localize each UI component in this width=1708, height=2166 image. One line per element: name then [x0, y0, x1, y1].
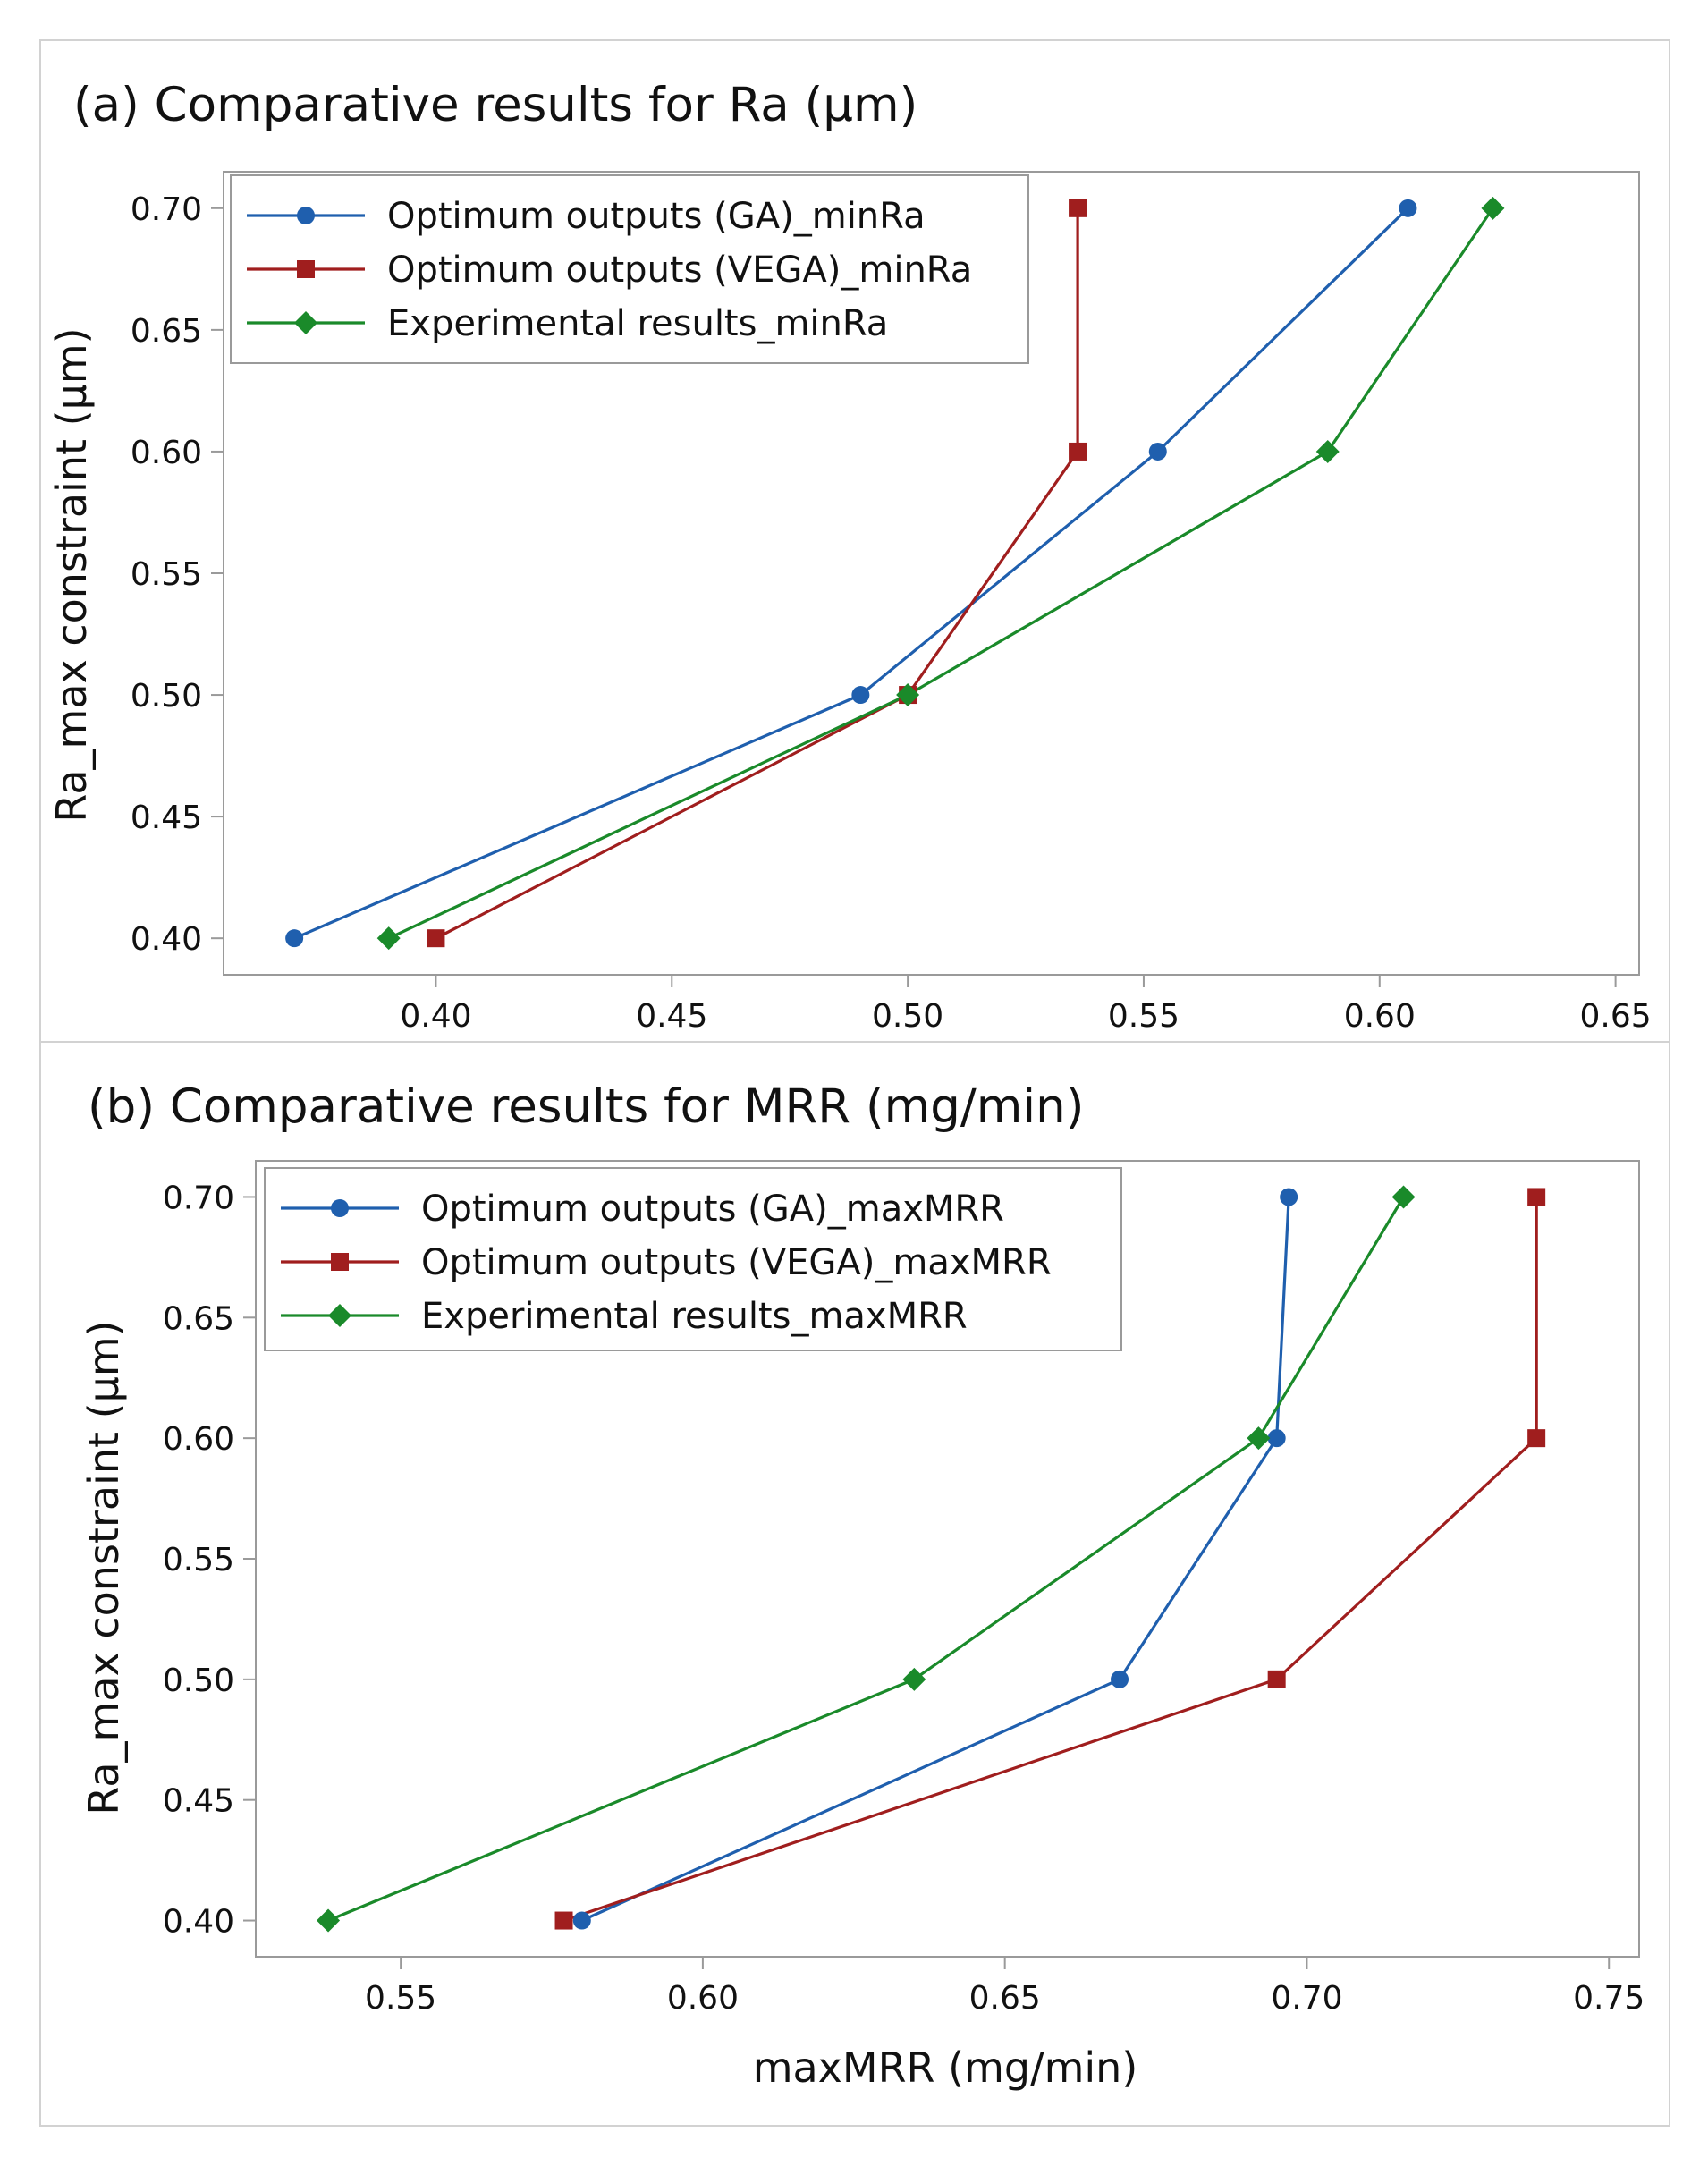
panel-b-title: (b) Comparative results for MRR (mg/min) — [88, 1079, 1084, 1134]
data-point-circle — [285, 929, 304, 948]
panel-b-x-axis-label: maxMRR (mg/min) — [753, 2043, 1138, 2092]
x-tick-label: 0.45 — [636, 998, 707, 1035]
y-tick-label: 0.45 — [131, 800, 202, 836]
y-tick-label: 0.60 — [131, 435, 202, 471]
y-tick-label: 0.50 — [131, 678, 202, 715]
data-point-circle — [1280, 1188, 1298, 1206]
series-line-square — [435, 207, 1079, 940]
legend-entry: Optimum outputs (GA)_maxMRR — [421, 1189, 1004, 1230]
data-point-square — [1267, 1670, 1286, 1688]
panel-a: (a) Comparative results for Ra (µm) Ra_m… — [47, 78, 1652, 1035]
legend-swatch-circle — [331, 1199, 349, 1217]
data-point-square — [1069, 442, 1087, 461]
y-tick-label: 0.60 — [163, 1421, 234, 1458]
data-point-diamond — [896, 683, 920, 707]
data-point-square — [1069, 199, 1087, 217]
legend-entry: Optimum outputs (VEGA)_maxMRR — [421, 1242, 1052, 1283]
x-tick-label: 0.40 — [400, 998, 471, 1035]
panel-a-title: (a) Comparative results for Ra (µm) — [73, 78, 917, 132]
x-tick-label: 0.70 — [1271, 1980, 1342, 2017]
data-point-circle — [1111, 1670, 1129, 1688]
y-tick-label: 0.40 — [163, 1904, 234, 1941]
x-tick-label: 0.55 — [365, 1980, 436, 2017]
y-tick-label: 0.55 — [163, 1542, 234, 1578]
x-tick-label: 0.65 — [1580, 998, 1652, 1035]
x-tick-label: 0.75 — [1573, 1980, 1645, 2017]
legend-entry: Experimental results_maxMRR — [421, 1296, 968, 1337]
legend-box — [264, 1167, 1122, 1351]
x-tick-label: 0.60 — [667, 1980, 739, 2017]
x-tick-label: 0.65 — [969, 1980, 1041, 2017]
legend-swatch-square — [331, 1253, 349, 1271]
series-line-diamond — [388, 207, 1494, 940]
legend-swatch-diamond — [294, 311, 317, 334]
data-point-circle — [1148, 442, 1167, 461]
series-line-diamond — [327, 1196, 1405, 1922]
legend-swatch-diamond — [328, 1304, 351, 1327]
panel-a-y-axis-label: Ra_max constraint (µm) — [47, 327, 96, 822]
data-point-diamond — [1391, 1185, 1416, 1209]
y-tick-label: 0.55 — [131, 556, 202, 593]
panel-b-plot: 0.40 0.45 0.50 0.55 0.60 0.65 0.70 0.55 0.60 0.65… — [163, 1160, 1645, 2017]
legend-swatch-square — [297, 260, 315, 278]
y-tick-label: 0.70 — [131, 191, 202, 228]
data-point-circle — [572, 1911, 591, 1930]
legend-swatch-circle — [297, 207, 315, 224]
data-point-circle — [1399, 199, 1417, 217]
panel-a-plot: 0.40 0.45 0.50 0.55 0.60 0.65 0.70 0.40 0.45 0.50… — [131, 171, 1652, 1035]
legend-entry: Optimum outputs (VEGA)_minRa — [387, 250, 972, 291]
panel-b-y-axis-label: Ra_max constraint (µm) — [80, 1320, 128, 1815]
y-tick-label: 0.45 — [163, 1783, 234, 1820]
series-line-circle — [293, 207, 1409, 940]
x-tick-label: 0.55 — [1108, 998, 1180, 1035]
data-point-circle — [1267, 1429, 1286, 1448]
data-point-diamond — [1481, 196, 1505, 220]
legend-entry: Optimum outputs (GA)_minRa — [387, 196, 926, 237]
data-point-diamond — [902, 1667, 926, 1691]
data-point-diamond — [1315, 439, 1340, 463]
data-point-square — [427, 929, 445, 948]
data-point-square — [1527, 1429, 1546, 1448]
y-tick-label: 0.50 — [163, 1663, 234, 1699]
legend: Optimum outputs (GA)_maxMRR Optimum outpu… — [264, 1167, 1122, 1351]
data-point-square — [554, 1911, 573, 1930]
x-tick-label: 0.60 — [1344, 998, 1416, 1035]
series-line-circle — [581, 1197, 1290, 1922]
x-tick-label: 0.50 — [872, 998, 943, 1035]
data-point-diamond — [1247, 1426, 1271, 1451]
data-point-square — [1527, 1188, 1546, 1206]
data-point-circle — [851, 686, 870, 705]
y-tick-label: 0.65 — [131, 313, 202, 350]
series-line-square — [562, 1197, 1538, 1923]
legend: Optimum outputs (GA)_minRa Optimum output… — [230, 174, 1029, 364]
panel-b: (b) Comparative results for MRR (mg/min)… — [80, 1079, 1645, 2092]
data-point-diamond — [376, 926, 401, 951]
y-tick-label: 0.70 — [163, 1180, 234, 1216]
data-point-diamond — [317, 1908, 341, 1933]
legend-entry: Experimental results_minRa — [387, 303, 888, 344]
y-tick-label: 0.65 — [163, 1300, 234, 1337]
y-tick-label: 0.40 — [131, 921, 202, 958]
